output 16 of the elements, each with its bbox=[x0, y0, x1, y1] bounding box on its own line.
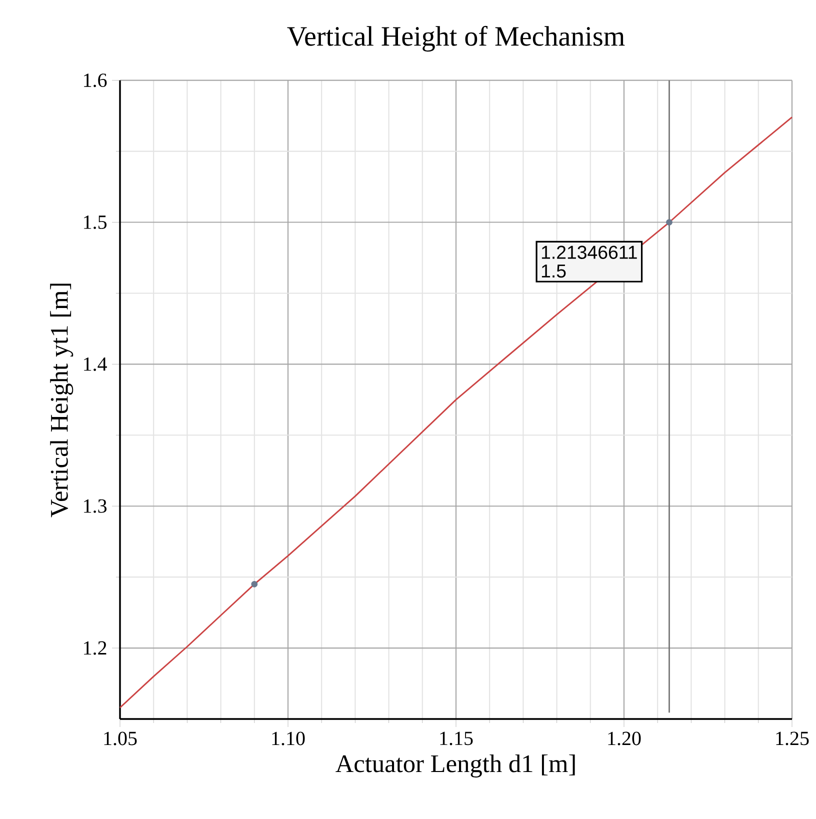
y-tick-label: 1.2 bbox=[84, 641, 106, 655]
x-tick-label: 1.15 bbox=[440, 732, 473, 746]
x-tick-label: 1.25 bbox=[776, 732, 809, 746]
x-axis-title: Actuator Length d1 [m] bbox=[336, 754, 575, 778]
line-series bbox=[119, 116, 793, 708]
annotation: 1.21346611 bbox=[542, 246, 637, 259]
y-axis-title: Vertical Height yt1 [m] bbox=[50, 284, 74, 518]
y-tick-label: 1.6 bbox=[84, 74, 107, 88]
x-tick-label: 1.10 bbox=[272, 732, 305, 746]
chart-title: Vertical Height of Mechanism bbox=[287, 26, 625, 52]
x-tick-label: 1.20 bbox=[608, 732, 641, 746]
y-tick-label: 1.3 bbox=[84, 499, 107, 513]
y-tick-label: 1.5 bbox=[84, 216, 107, 230]
annotation: 1.5 bbox=[542, 264, 566, 278]
x-tick-label: 1.05 bbox=[104, 732, 137, 746]
y-tick-label: 1.4 bbox=[84, 357, 107, 371]
